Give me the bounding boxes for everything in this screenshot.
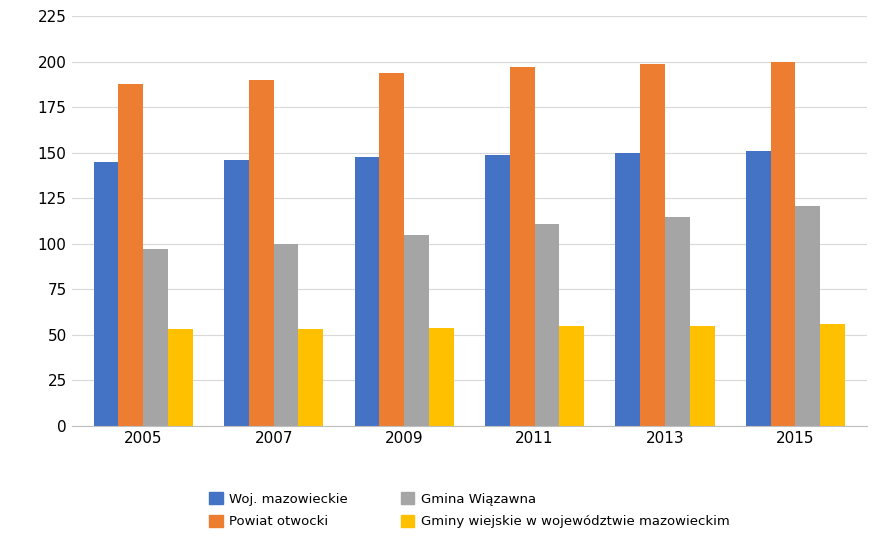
Bar: [771, 62, 796, 426]
Bar: [249, 80, 274, 426]
Bar: [355, 157, 379, 426]
Bar: [94, 162, 119, 426]
Bar: [485, 155, 510, 426]
Bar: [560, 326, 584, 426]
Bar: [615, 153, 640, 426]
Bar: [796, 206, 820, 426]
Bar: [224, 160, 249, 426]
Legend: Woj. mazowieckie, Powiat otwocki, Gmina Wiązawna, Gminy wiejskie w województwie : Woj. mazowieckie, Powiat otwocki, Gmina …: [203, 486, 736, 535]
Bar: [640, 64, 665, 426]
Bar: [379, 73, 404, 426]
Bar: [404, 235, 429, 426]
Bar: [746, 151, 771, 426]
Bar: [168, 329, 193, 426]
Bar: [299, 329, 324, 426]
Bar: [535, 224, 560, 426]
Bar: [119, 84, 143, 426]
Bar: [820, 324, 845, 426]
Bar: [690, 326, 714, 426]
Bar: [510, 67, 535, 426]
Bar: [665, 217, 690, 426]
Bar: [429, 328, 453, 426]
Bar: [143, 250, 168, 426]
Bar: [274, 244, 299, 426]
